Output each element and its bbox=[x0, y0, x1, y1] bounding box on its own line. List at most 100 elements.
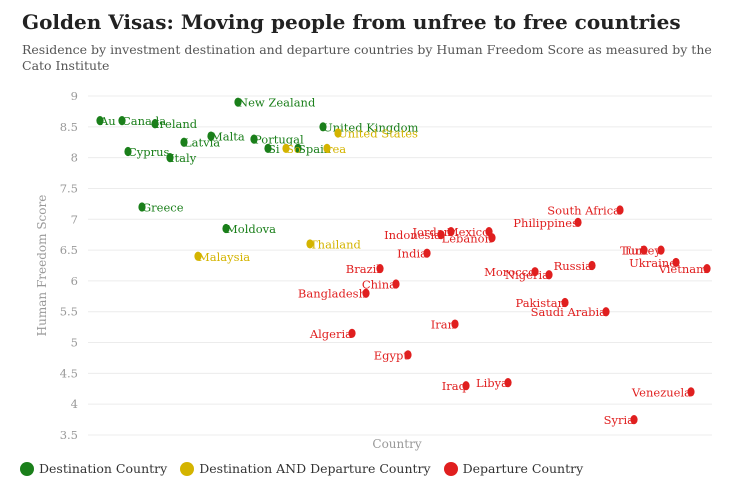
point-india bbox=[423, 248, 431, 258]
point-egypt bbox=[404, 350, 412, 360]
point-greece bbox=[138, 202, 146, 212]
chart-subtitle: Residence by investment destination and … bbox=[22, 42, 712, 73]
point-label-italy: Italy bbox=[170, 151, 197, 165]
point-label-philippines: Philippines bbox=[513, 216, 578, 230]
y-tick-label: 5 bbox=[71, 336, 78, 350]
point-label-turkey: Turkey bbox=[620, 244, 661, 258]
point-china bbox=[392, 279, 400, 289]
point-spain bbox=[294, 143, 302, 153]
point-label-thailand: Thailand bbox=[310, 237, 362, 251]
point-label-moldova: Moldova bbox=[226, 222, 276, 236]
point-morocco bbox=[531, 267, 539, 277]
y-tick-label: 4 bbox=[71, 397, 78, 411]
point-label-nigeria: Nigeria bbox=[505, 268, 549, 282]
point-label-india: India bbox=[397, 247, 427, 261]
point-label-vietnam: Vietnam bbox=[658, 262, 707, 276]
point-mexico bbox=[485, 227, 493, 237]
point-korea bbox=[323, 143, 331, 153]
point-russia bbox=[588, 260, 596, 271]
point-label-syria: Syria bbox=[604, 413, 635, 427]
y-tick-label: 7 bbox=[71, 212, 78, 226]
point-label-brazil: Brazil bbox=[346, 262, 381, 276]
y-tick-label: 4.5 bbox=[60, 366, 78, 380]
point-label-cyprus: Cyprus bbox=[128, 145, 170, 159]
point-label-united-kingdom: United Kingdom bbox=[323, 120, 419, 134]
point-singapore bbox=[264, 143, 272, 153]
legend-label-destination: Destination Country bbox=[39, 461, 168, 476]
point-label-iraq: Iraq bbox=[442, 379, 467, 393]
point-label-spain: Spain bbox=[298, 142, 332, 156]
point-algeria bbox=[348, 328, 356, 338]
point-pakistan bbox=[561, 297, 569, 308]
point-ireland bbox=[151, 119, 159, 129]
point-label-bangladesh: Bangladesh bbox=[298, 287, 367, 301]
point-libya bbox=[504, 378, 512, 388]
point-vietnam bbox=[703, 263, 711, 274]
legend-label-both: Destination AND Departure Country bbox=[199, 461, 431, 476]
point-bangladesh bbox=[362, 288, 370, 298]
point-label-singapore: Si bbox=[268, 142, 280, 156]
point-label-malta: Malta bbox=[211, 130, 245, 144]
point-label-ireland: Ireland bbox=[155, 117, 198, 131]
point-australia bbox=[96, 116, 104, 126]
point-latvia bbox=[180, 137, 188, 147]
legend-item-both[interactable]: Destination AND Departure Country bbox=[180, 461, 431, 476]
point-label-mexico: Mexico bbox=[447, 225, 489, 239]
point-canada bbox=[118, 116, 126, 126]
point-label-pakistan: Pakistan bbox=[515, 296, 565, 310]
point-label-korea: rea bbox=[327, 142, 346, 156]
point-jordan bbox=[447, 227, 455, 237]
point-label-australia: Au bbox=[99, 114, 116, 128]
y-tick-label: 5.5 bbox=[60, 305, 78, 319]
point-label-united-states: United States bbox=[338, 126, 418, 140]
y-tick-label: 9 bbox=[71, 89, 78, 103]
point-turkey bbox=[640, 245, 648, 255]
point-label-libya: Libya bbox=[476, 376, 508, 390]
y-tick-label: 3.5 bbox=[60, 428, 78, 442]
y-tick-label: 8.5 bbox=[60, 120, 78, 134]
point-ukraine bbox=[672, 257, 680, 268]
point-nigeria bbox=[545, 270, 553, 280]
point-label-new-zealand: New Zealand bbox=[238, 96, 316, 110]
point-venezuela bbox=[687, 387, 695, 397]
point-malta bbox=[207, 131, 215, 141]
point-label-malaysia: Malaysia bbox=[198, 250, 250, 264]
point-united-states bbox=[334, 128, 342, 138]
point-label-saudi-arabia: Saudi Arabia bbox=[531, 305, 607, 319]
point-label-south-africa: South Africa bbox=[547, 204, 620, 218]
point-label-jordan: Jordan bbox=[411, 225, 451, 239]
legend-item-destination[interactable]: Destination Country bbox=[20, 461, 167, 476]
point-label-iran: Iran bbox=[431, 318, 456, 332]
chart-legend: Destination Country Destination AND Depa… bbox=[20, 461, 596, 476]
point-moldova bbox=[222, 223, 230, 234]
point-label-china: China bbox=[362, 277, 396, 291]
point-label-egypt: Egypt bbox=[374, 348, 409, 362]
y-tick-label: 7.5 bbox=[60, 181, 78, 195]
point-label-ukraine: Ukraine bbox=[629, 256, 676, 270]
point-label-indonesia: Indonesia bbox=[384, 228, 441, 242]
point-indonesia bbox=[437, 230, 445, 240]
y-tick-label: 6.5 bbox=[60, 243, 78, 257]
y-tick-label: 8 bbox=[71, 151, 78, 165]
point-south-africa bbox=[616, 205, 624, 215]
point-saudi-arabia bbox=[602, 307, 610, 317]
point-malaysia bbox=[194, 251, 202, 261]
point-south-korea bbox=[282, 143, 290, 153]
point-iran bbox=[451, 319, 459, 329]
point-italy bbox=[166, 153, 174, 163]
point-syria bbox=[630, 414, 638, 425]
legend-swatch-both bbox=[180, 461, 195, 476]
point-label-venezuela: Venezuela bbox=[631, 385, 691, 399]
legend-swatch-destination bbox=[20, 461, 34, 476]
point-label-south-korea: So bbox=[286, 142, 301, 156]
point-label-morocco: Morocco bbox=[484, 265, 535, 279]
point-united-kingdom bbox=[319, 122, 327, 132]
legend-item-departure[interactable]: Departure Country bbox=[443, 461, 584, 476]
x-axis-label: Country bbox=[372, 437, 421, 451]
point-label-portugal: Portugal bbox=[254, 133, 304, 147]
point-iraq bbox=[462, 381, 470, 391]
point-brazil bbox=[376, 263, 384, 274]
legend-label-departure: Departure Country bbox=[462, 461, 584, 476]
point-label-russia: Russia bbox=[554, 259, 593, 273]
